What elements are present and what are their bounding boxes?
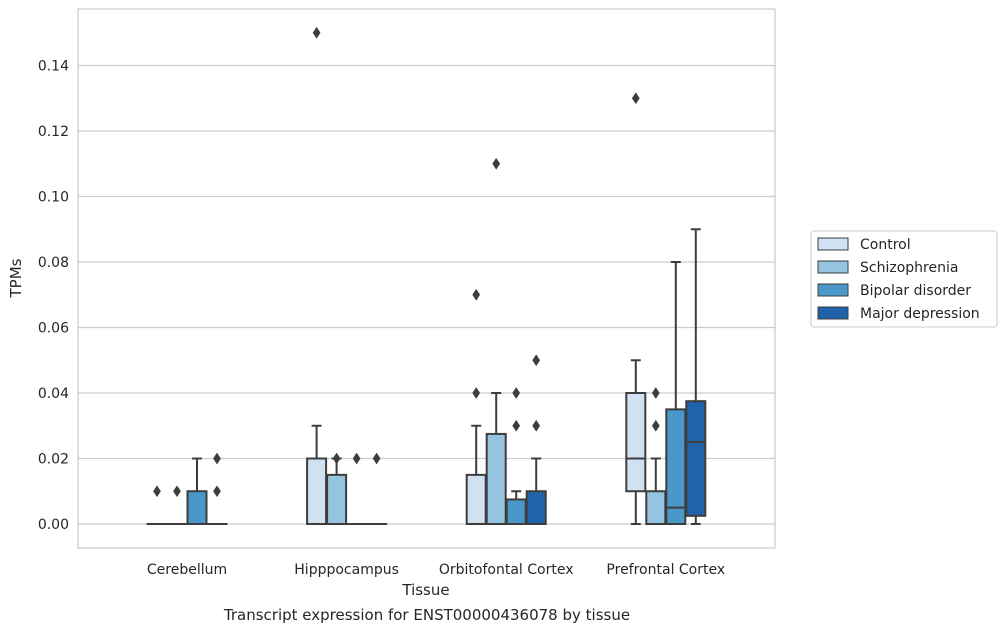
legend: Control Schizophrenia Bipolar disorder Majo… xyxy=(810,230,998,328)
outlier-point xyxy=(372,452,381,465)
box xyxy=(465,473,487,525)
box xyxy=(306,457,328,525)
outlier-point xyxy=(352,452,361,465)
box xyxy=(505,498,527,525)
outlier-point xyxy=(213,485,221,498)
y-tick-label: 0.00 xyxy=(38,517,69,533)
box xyxy=(326,473,348,525)
y-tick-label: 0.06 xyxy=(38,321,69,337)
y-tick-label: 0.12 xyxy=(38,124,69,140)
y-tick-label: 0.02 xyxy=(38,452,69,468)
box xyxy=(485,432,507,525)
legend-frame xyxy=(810,230,998,328)
outlier-point xyxy=(631,92,640,105)
outlier-point xyxy=(213,452,221,465)
y-tick-label: 0.14 xyxy=(38,59,69,75)
box-series xyxy=(146,26,707,526)
legend-swatch xyxy=(817,306,849,320)
legend-label: Major depression xyxy=(860,306,980,322)
outlier-point xyxy=(532,354,541,367)
outlier-point xyxy=(472,387,481,399)
box xyxy=(645,490,667,525)
box xyxy=(525,490,547,525)
y-tick-label: 0.04 xyxy=(38,386,69,402)
legend-swatch xyxy=(817,283,849,297)
legend-label: Bipolar disorder xyxy=(860,283,971,299)
plot-frame xyxy=(77,8,776,549)
x-tick-labels: Cerebellum Hipppocampus Orbitofontal Corte… xyxy=(147,562,725,578)
x-tick-label: Prefrontal Cortex xyxy=(606,562,725,578)
outlier-point xyxy=(312,26,321,39)
outlier-point xyxy=(532,419,541,432)
box xyxy=(186,490,208,525)
legend-swatch xyxy=(817,237,849,251)
legend-label: Schizophrenia xyxy=(860,260,958,276)
outlier-point xyxy=(492,157,501,170)
outlier-point xyxy=(472,288,481,301)
outlier-point xyxy=(651,419,660,432)
x-tick-label: Orbitofontal Cortex xyxy=(439,562,574,578)
outlier-point xyxy=(651,387,660,399)
x-tick-label: Hipppocampus xyxy=(294,562,399,578)
legend-swatch xyxy=(817,260,849,274)
outlier-point xyxy=(332,452,341,465)
outlier-point xyxy=(512,387,521,399)
y-axis-label: TPMs xyxy=(7,258,25,298)
y-tick-labels: 0.00 0.02 0.04 0.06 0.08 0.10 0.12 0.14 xyxy=(38,59,69,534)
outlier-point xyxy=(512,419,521,432)
outlier-point xyxy=(153,485,161,498)
box xyxy=(625,392,647,493)
x-axis-label: Tissue xyxy=(401,581,449,599)
legend-label: Control xyxy=(860,237,911,253)
y-tick-label: 0.08 xyxy=(38,255,69,271)
y-tick-label: 0.10 xyxy=(38,190,69,206)
box xyxy=(685,400,707,517)
figure-caption: Transcript expression for ENST0000043607… xyxy=(223,606,631,624)
x-tick-label: Cerebellum xyxy=(147,562,227,578)
outlier-point xyxy=(173,485,181,498)
